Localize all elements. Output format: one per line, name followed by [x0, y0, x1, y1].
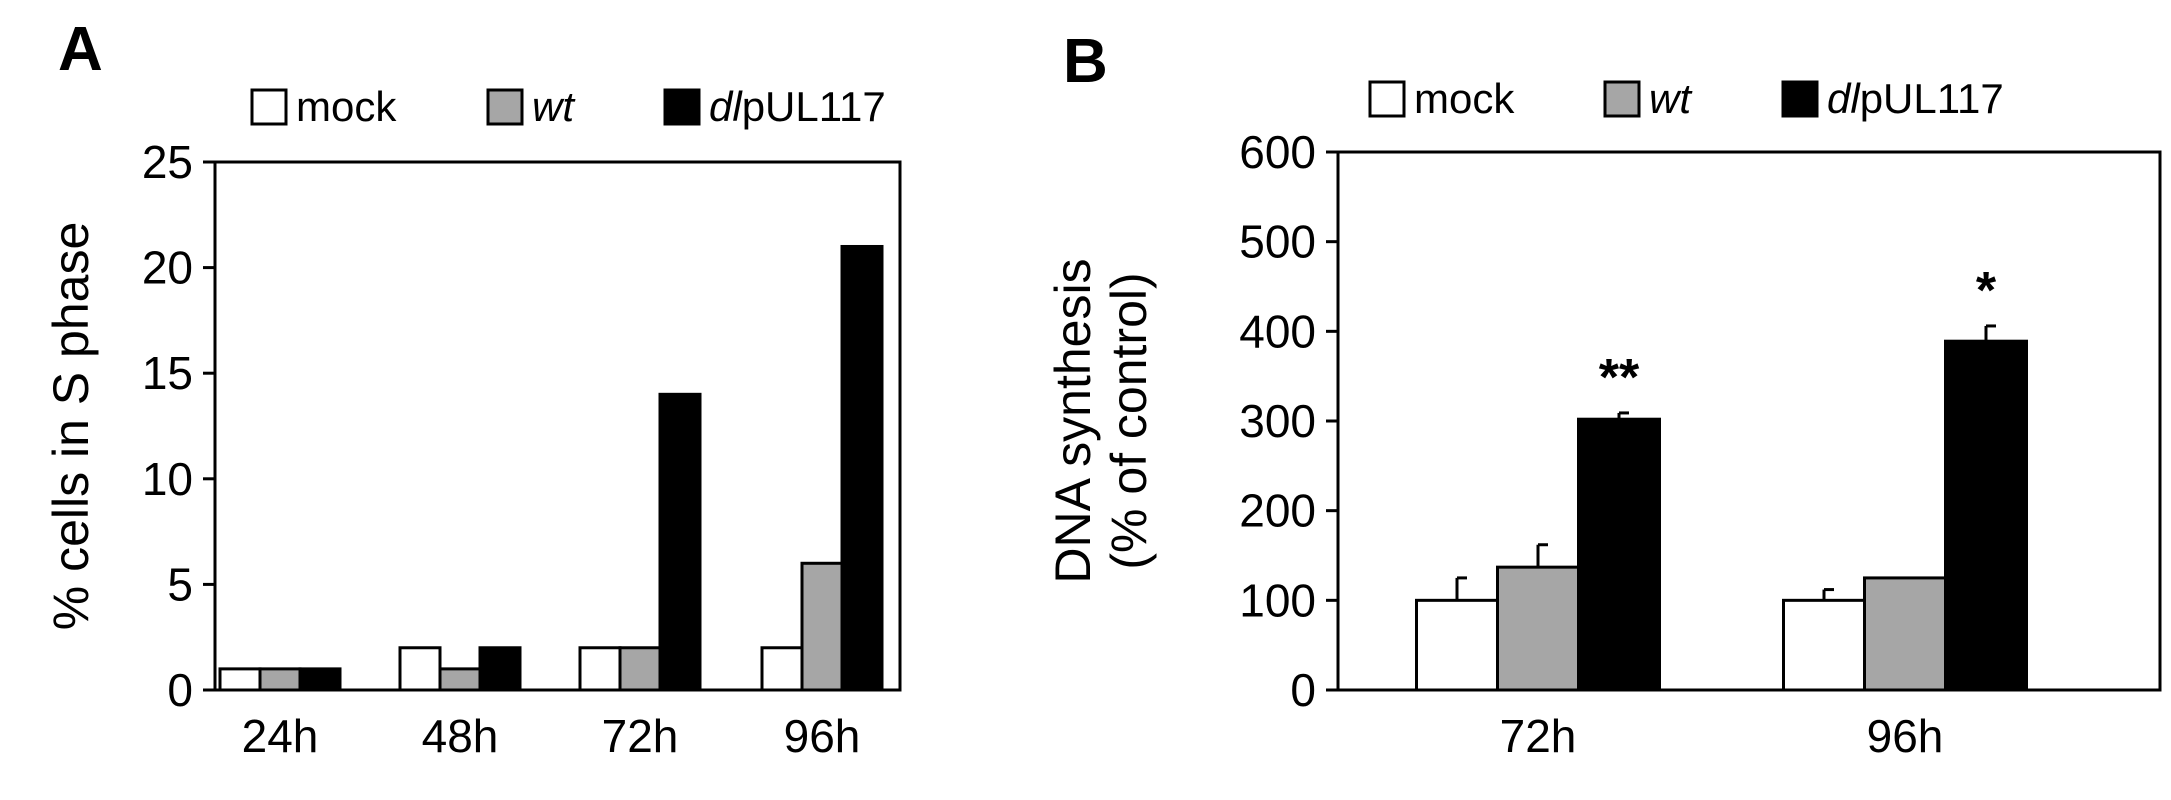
y-tick-label: 0 — [1290, 664, 1316, 716]
legend-swatch — [1603, 80, 1641, 118]
x-tick-label: 24h — [242, 710, 319, 762]
bar — [398, 646, 442, 692]
bar — [1782, 598, 1866, 692]
legend-label: mock — [1414, 75, 1515, 122]
panel-letter-b: B — [1063, 27, 1108, 96]
x-tick-label: 96h — [1867, 710, 1944, 762]
legend-label: dlpUL117 — [1827, 75, 2004, 122]
x-tick-label: 48h — [422, 710, 499, 762]
y-tick-label: 10 — [142, 453, 193, 505]
y-tick-label: 200 — [1239, 485, 1316, 537]
x-tick-label: 72h — [602, 710, 679, 762]
y-tick-label: 15 — [142, 347, 193, 399]
legend-label: dlpUL117 — [709, 83, 886, 130]
bar — [218, 667, 262, 692]
legend-swatch — [1368, 80, 1406, 118]
bar — [1496, 565, 1580, 692]
bar — [800, 561, 844, 692]
y-tick-label: 400 — [1239, 305, 1316, 357]
y-axis-title: (% of control) — [1101, 272, 1157, 569]
y-tick-label: 25 — [142, 136, 193, 188]
y-tick-label: 300 — [1239, 395, 1316, 447]
x-tick-label: 96h — [784, 710, 861, 762]
legend-swatch — [663, 88, 701, 126]
bar — [298, 667, 342, 692]
y-axis-title: DNA synthesis — [1045, 258, 1101, 583]
legend-label: mock — [296, 83, 397, 130]
y-tick-label: 500 — [1239, 216, 1316, 268]
bar — [258, 667, 302, 692]
bar — [478, 646, 522, 692]
y-axis-title: % cells in S phase — [43, 222, 99, 631]
y-tick-label: 100 — [1239, 574, 1316, 626]
bar — [618, 646, 662, 692]
panel-letter-a: A — [58, 15, 103, 84]
y-tick-label: 20 — [142, 242, 193, 294]
bar — [658, 392, 702, 692]
x-tick-label: 72h — [1500, 710, 1577, 762]
legend-label: wt — [1649, 75, 1693, 122]
legend-swatch — [250, 88, 288, 126]
y-tick-label: 0 — [167, 664, 193, 716]
bar — [578, 646, 622, 692]
bar — [1944, 339, 2028, 692]
plot-frame — [213, 160, 902, 692]
y-tick-label: 5 — [167, 558, 193, 610]
bar — [1577, 417, 1661, 692]
bar — [1415, 598, 1499, 692]
bar — [760, 646, 804, 692]
y-tick-label: 600 — [1239, 126, 1316, 178]
significance-marker: ** — [1599, 349, 1640, 407]
legend-swatch — [1781, 80, 1819, 118]
significance-marker: * — [1976, 262, 1997, 320]
legend-label: wt — [532, 83, 576, 130]
panel-b: B 0 100 200 300 400 500 600 DNA synthesis (% of c… — [1045, 27, 2162, 762]
legend-swatch — [486, 88, 524, 126]
bar — [438, 667, 482, 692]
bar — [840, 244, 884, 692]
bar — [1863, 576, 1947, 692]
panel-a: A 0 5 10 15 20 25 % cells in S phase 24h 48h 72h 96… — [43, 15, 902, 762]
